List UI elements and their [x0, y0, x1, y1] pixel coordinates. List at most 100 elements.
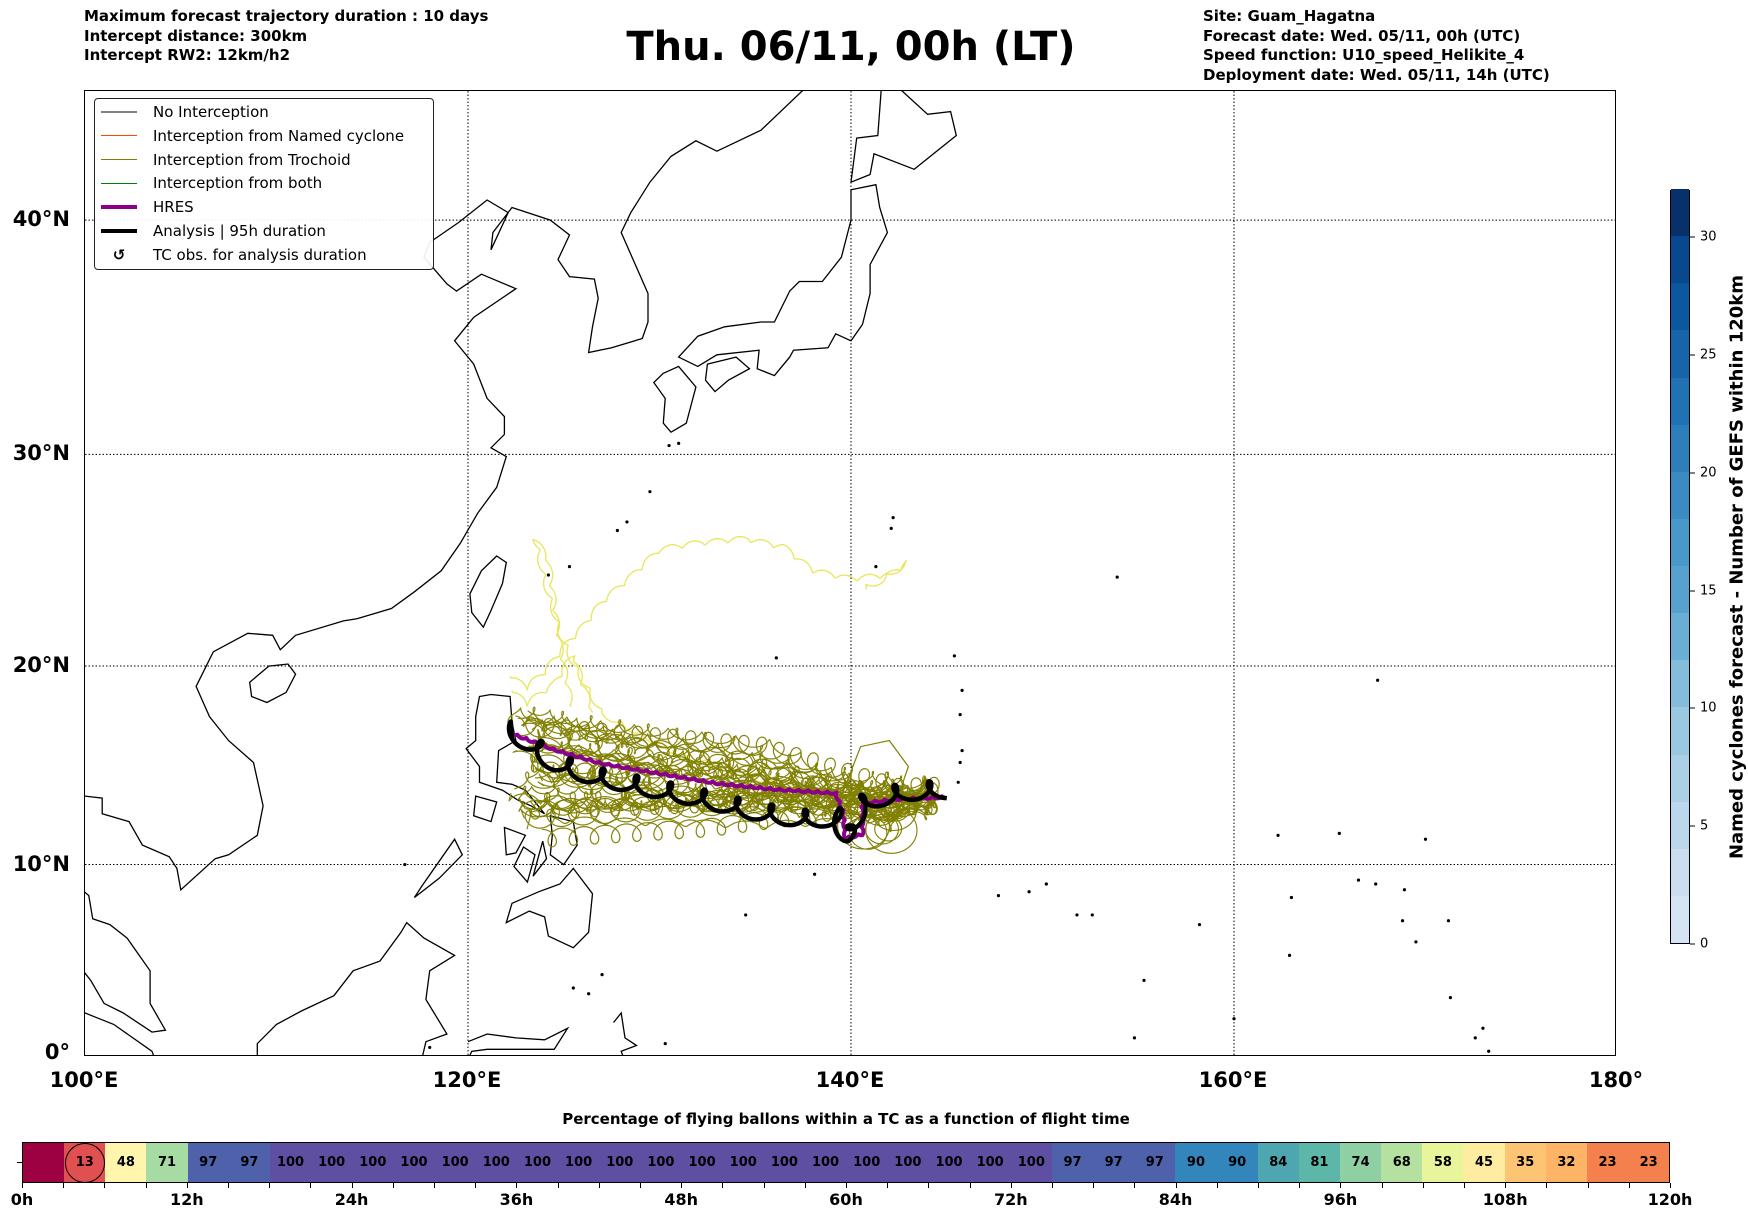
colorbar-bin: [1671, 659, 1689, 708]
trochoid-interception-track: [534, 768, 944, 833]
legend-label: No Interception: [153, 103, 269, 121]
timeline-cell: 23: [1628, 1143, 1670, 1182]
timeline-percent: 97: [199, 1155, 218, 1170]
timeline-cell: 90: [1216, 1143, 1258, 1182]
taiwan-coastline: [469, 555, 508, 629]
legend-item: Interception from Trochoid: [95, 148, 351, 172]
island-dot: [428, 1045, 432, 1050]
timeline-percent: 71: [158, 1155, 177, 1170]
island-dot: [587, 992, 591, 996]
hokkaido-coastline: [850, 91, 958, 184]
timeline-cell: 74: [1340, 1143, 1382, 1182]
timeline-cell: 100: [599, 1143, 641, 1182]
island-dot: [1044, 882, 1048, 886]
island-dot: [1487, 1049, 1491, 1053]
timeline-cell: 71: [146, 1143, 188, 1182]
timeline-cell: 100: [681, 1143, 723, 1182]
island-dot: [1423, 837, 1428, 841]
island-dot: [667, 443, 671, 448]
timeline-cell: 84: [1257, 1143, 1299, 1182]
site-text: Site: Guam_Hagatna: [1203, 7, 1376, 25]
colorbar-bin: [1671, 754, 1689, 802]
timeline-tick: [145, 1183, 147, 1188]
timeline-tick: [434, 1183, 435, 1188]
timeline-tick-label: 24h: [334, 1190, 369, 1209]
tc-obs-marker-icon: ↺: [112, 245, 126, 264]
timeline-tick: [557, 1183, 559, 1188]
timeline-percent: 68: [1392, 1155, 1411, 1170]
timeline-tick-label: 96h: [1323, 1190, 1358, 1209]
colorbar-tick-label: 20: [1690, 465, 1717, 480]
timeline-cell: 100: [763, 1143, 805, 1182]
timeline-cell: 100: [804, 1143, 847, 1182]
timeline-tick: [1587, 1183, 1589, 1188]
timeline-cell: 81: [1298, 1143, 1340, 1182]
timeline-tick: [1464, 1183, 1465, 1188]
timeline-tick: [722, 1183, 724, 1188]
island-dot: [677, 441, 681, 445]
timeline-tick: [1010, 1183, 1012, 1188]
timeline-percent: 100: [647, 1155, 675, 1170]
timeline-percent: 100: [1017, 1155, 1045, 1170]
island-dot: [960, 688, 964, 693]
timeline-tick: [1546, 1183, 1548, 1188]
colorbar-bin: [1671, 612, 1689, 661]
colorbar-bin: [1671, 188, 1689, 237]
timeline-tick: [1381, 1183, 1383, 1188]
mindoro-coastline: [473, 795, 498, 823]
timeline-cell: 68: [1381, 1143, 1423, 1182]
hainan-coastline: [249, 663, 297, 704]
island-dot: [1132, 1036, 1137, 1040]
timeline-percent: 100: [976, 1155, 1004, 1170]
timeline-percent: 97: [1063, 1155, 1082, 1170]
island-dot: [1287, 953, 1292, 957]
legend-label: Analysis | 95h duration: [153, 222, 326, 240]
timeline-bar: 13 48 71 97 97 100 100 100 100 100 100 100 100 100 100…: [22, 1142, 1670, 1183]
timeline-percent: 100: [523, 1155, 552, 1170]
timeline-percent: 100: [441, 1155, 469, 1170]
island-dot: [615, 528, 619, 533]
timeline-tick: [269, 1183, 271, 1188]
trochoid-interception-track-long: [511, 655, 594, 713]
island-dot: [571, 986, 575, 990]
timeline-tick: [392, 1183, 394, 1188]
page-title: Thu. 06/11, 00h (LT): [626, 24, 1076, 70]
timeline-percent: 100: [606, 1155, 634, 1170]
timeline-cell: 100: [1010, 1143, 1052, 1182]
trochoid-loop: [865, 813, 899, 845]
timeline-percent: 100: [318, 1155, 346, 1170]
timeline-tick: [1422, 1183, 1424, 1188]
lon-tick-label: 180°: [1588, 1068, 1644, 1092]
colorbar-bin: [1671, 565, 1689, 614]
timeline-percent: 23: [1598, 1155, 1617, 1170]
timeline-tick: [681, 1183, 683, 1188]
island-dot: [1356, 878, 1361, 882]
max-duration-text: Maximum forecast trajectory duration : 1…: [84, 7, 489, 25]
legend-item: No Interception: [95, 100, 269, 124]
island-dot: [648, 490, 652, 494]
timeline-tick: [1093, 1183, 1095, 1188]
island-dot: [952, 654, 957, 658]
trochoid-interception-track: [541, 795, 943, 848]
timeline-percent: 23: [1639, 1155, 1658, 1170]
legend-item: Analysis | 95h duration: [95, 219, 326, 243]
header-left-info: Maximum forecast trajectory duration : 1…: [84, 7, 488, 66]
timeline-tick: [1134, 1183, 1136, 1188]
colorbar-bin: [1671, 377, 1689, 425]
island-dot: [1075, 913, 1079, 917]
timeline-cell: 100: [352, 1143, 394, 1182]
lon-tick-label: 100°E: [49, 1068, 119, 1092]
header-right-info: Site: Guam_Hagatna Forecast date: Wed. 0…: [1203, 7, 1550, 85]
timeline-tick: [228, 1183, 229, 1188]
island-dot: [1337, 831, 1341, 835]
timeline-percent: 81: [1310, 1155, 1329, 1170]
kyushu-coastline: [652, 365, 697, 434]
island-dot: [663, 1041, 667, 1046]
shikoku-coastline: [704, 356, 751, 393]
timeline-cell: 100: [887, 1143, 929, 1182]
timeline-cell: 100: [434, 1143, 476, 1182]
asia-coastline: [85, 91, 804, 892]
timeline-percent: 74: [1351, 1155, 1370, 1170]
lat-tick-label: 30°N: [12, 441, 70, 466]
legend-label: Interception from both: [153, 174, 323, 193]
